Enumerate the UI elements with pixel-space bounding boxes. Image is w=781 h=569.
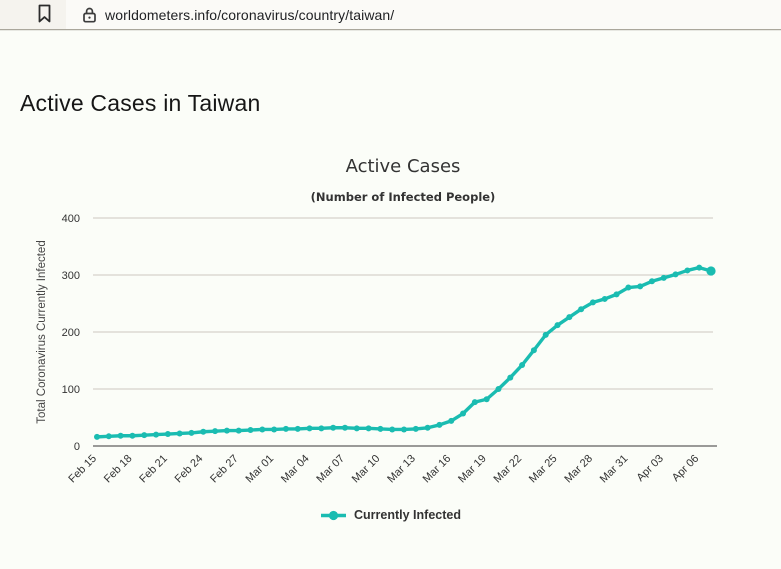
svg-text:Mar 13: Mar 13 [385,453,418,486]
svg-text:0: 0 [74,441,80,453]
svg-text:Mar 04: Mar 04 [279,453,312,486]
svg-text:Apr 03: Apr 03 [634,453,665,484]
url-field[interactable]: worldometers.info/coronavirus/country/ta… [66,0,781,29]
svg-text:Mar 16: Mar 16 [421,453,454,486]
browser-url-bar: worldometers.info/coronavirus/country/ta… [0,0,781,30]
svg-text:Apr 06: Apr 06 [670,453,701,484]
legend-marker-icon [320,509,347,522]
svg-text:Total Coronavirus Currently In: Total Coronavirus Currently Infected [36,240,48,423]
svg-text:Mar 07: Mar 07 [314,453,347,486]
url-text: worldometers.info/coronavirus/country/ta… [105,6,395,23]
svg-text:Feb 21: Feb 21 [137,453,170,486]
chart-canvas: 0 100 200 300 400 Total Coronavirus Currently… [36,213,717,486]
svg-text:Mar 01: Mar 01 [244,453,277,486]
svg-text:Mar 28: Mar 28 [562,453,595,486]
chart-title: Active Cases [345,156,461,177]
chart-subtitle: (Number of Infected People) [310,190,496,204]
svg-text:100: 100 [62,384,80,396]
svg-text:Mar 31: Mar 31 [598,453,631,486]
svg-text:Mar 19: Mar 19 [456,453,489,486]
svg-text:300: 300 [62,270,80,282]
svg-text:400: 400 [62,213,80,225]
legend-item-currently-infected[interactable]: Currently Infected [0,508,781,522]
svg-text:Feb 15: Feb 15 [66,453,99,486]
svg-text:200: 200 [62,327,80,339]
svg-text:Feb 18: Feb 18 [102,453,135,486]
svg-text:Mar 22: Mar 22 [492,453,525,486]
lock-icon[interactable] [83,7,96,23]
svg-text:Mar 25: Mar 25 [527,453,560,486]
svg-text:Mar 10: Mar 10 [350,453,383,486]
page-title: Active Cases in Taiwan [20,90,261,116]
svg-text:Feb 27: Feb 27 [208,453,241,486]
legend-label: Currently Infected [354,508,461,522]
svg-text:Feb 24: Feb 24 [173,453,206,486]
bookmark-icon[interactable] [37,4,53,24]
